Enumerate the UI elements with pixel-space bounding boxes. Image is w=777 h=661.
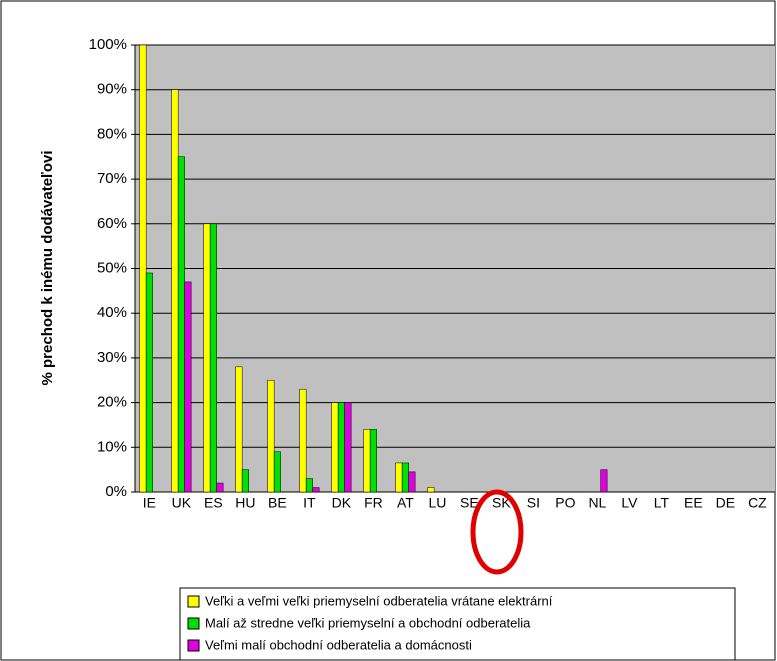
legend [179,587,736,661]
legend-label: Malí až stredne veľki priemyselní a obch… [205,615,531,630]
legend-label: Veľmi malí obchodní odberatelia a domácn… [205,637,472,652]
bar [235,366,243,493]
bar [299,388,307,493]
x-tick-label: NL [588,495,606,511]
y-tick-label: 80% [97,125,127,142]
y-tick-label: 100% [89,36,127,53]
bar [216,482,224,493]
x-tick-label: DK [332,495,352,511]
x-tick-label: LU [428,495,446,511]
bar [600,469,608,493]
y-tick-label: 60% [97,215,127,232]
x-tick-label: IE [143,495,156,511]
legend-swatch [187,639,200,652]
bar [209,223,217,493]
y-tick-label: 20% [97,394,127,411]
legend-label: Veľki a veľmi veľki priemyselní odberate… [205,593,553,608]
x-tick-label: IT [303,495,316,511]
bar [395,462,403,493]
bar [203,223,211,493]
y-tick-label: 50% [97,259,127,276]
bar [408,471,416,493]
bar [241,469,249,493]
bar [145,272,153,493]
bar [177,156,185,493]
y-tick-label: 40% [97,304,127,321]
bar [184,281,192,493]
bar [369,429,377,493]
bar [305,478,313,493]
bar [427,487,435,493]
bar [139,44,147,493]
x-tick-label: PO [555,495,575,511]
y-tick-label: 70% [97,170,127,187]
bar [331,402,339,493]
y-tick-label: 30% [97,349,127,366]
legend-swatch [187,617,200,630]
x-tick-label: DE [716,495,735,511]
x-tick-label: CZ [748,495,767,511]
bar [171,89,179,493]
x-tick-label: SE [460,495,479,511]
bar [344,402,352,493]
bar [363,429,371,493]
highlight-circle [470,489,524,575]
bar [312,487,320,493]
bar [401,462,409,493]
legend-swatch [187,595,200,608]
y-tick-label: 90% [97,81,127,98]
bar [267,380,275,493]
bar [273,451,281,493]
x-tick-label: FR [364,495,383,511]
x-tick-label: HU [235,495,255,511]
x-tick-label: LV [621,495,638,511]
x-tick-label: ES [204,495,223,511]
x-tick-label: SI [527,495,540,511]
x-tick-label: UK [172,495,192,511]
y-tick-label: 0% [105,483,127,500]
x-tick-label: BE [268,495,287,511]
x-tick-label: SK [492,495,511,511]
y-tick-label: 10% [97,438,127,455]
y-axis-title: % prechod k inému dodávateľovi [39,151,56,386]
bar [337,402,345,493]
x-tick-label: EE [684,495,703,511]
x-tick-label: AT [397,495,414,511]
x-tick-label: LT [654,495,670,511]
